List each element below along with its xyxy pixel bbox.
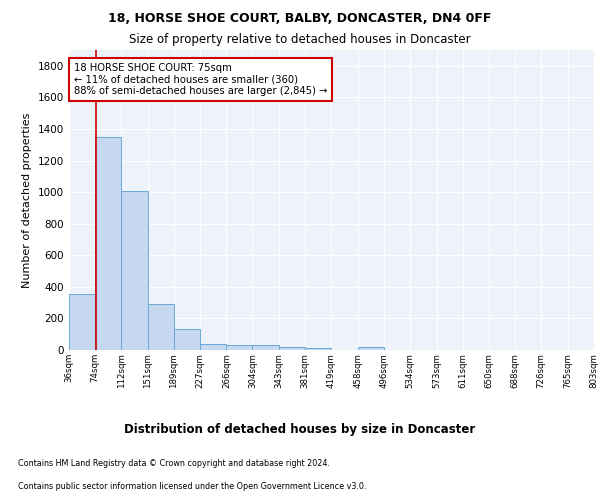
Text: Size of property relative to detached houses in Doncaster: Size of property relative to detached ho… bbox=[129, 32, 471, 46]
Bar bbox=[148, 304, 174, 350]
Bar bbox=[174, 330, 200, 350]
Text: Distribution of detached houses by size in Doncaster: Distribution of detached houses by size … bbox=[124, 422, 476, 436]
Text: 18 HORSE SHOE COURT: 75sqm
← 11% of detached houses are smaller (360)
88% of sem: 18 HORSE SHOE COURT: 75sqm ← 11% of deta… bbox=[74, 62, 327, 96]
Bar bbox=[69, 294, 95, 350]
Bar bbox=[95, 137, 121, 350]
Text: 18, HORSE SHOE COURT, BALBY, DONCASTER, DN4 0FF: 18, HORSE SHOE COURT, BALBY, DONCASTER, … bbox=[109, 12, 491, 26]
Y-axis label: Number of detached properties: Number of detached properties bbox=[22, 112, 32, 288]
Bar bbox=[200, 344, 226, 350]
Bar bbox=[121, 190, 148, 350]
Bar bbox=[253, 346, 279, 350]
Bar bbox=[279, 347, 305, 350]
Bar bbox=[226, 345, 253, 350]
Text: Contains public sector information licensed under the Open Government Licence v3: Contains public sector information licen… bbox=[18, 482, 367, 491]
Bar bbox=[358, 347, 384, 350]
Bar bbox=[305, 348, 331, 350]
Text: Contains HM Land Registry data © Crown copyright and database right 2024.: Contains HM Land Registry data © Crown c… bbox=[18, 458, 330, 468]
